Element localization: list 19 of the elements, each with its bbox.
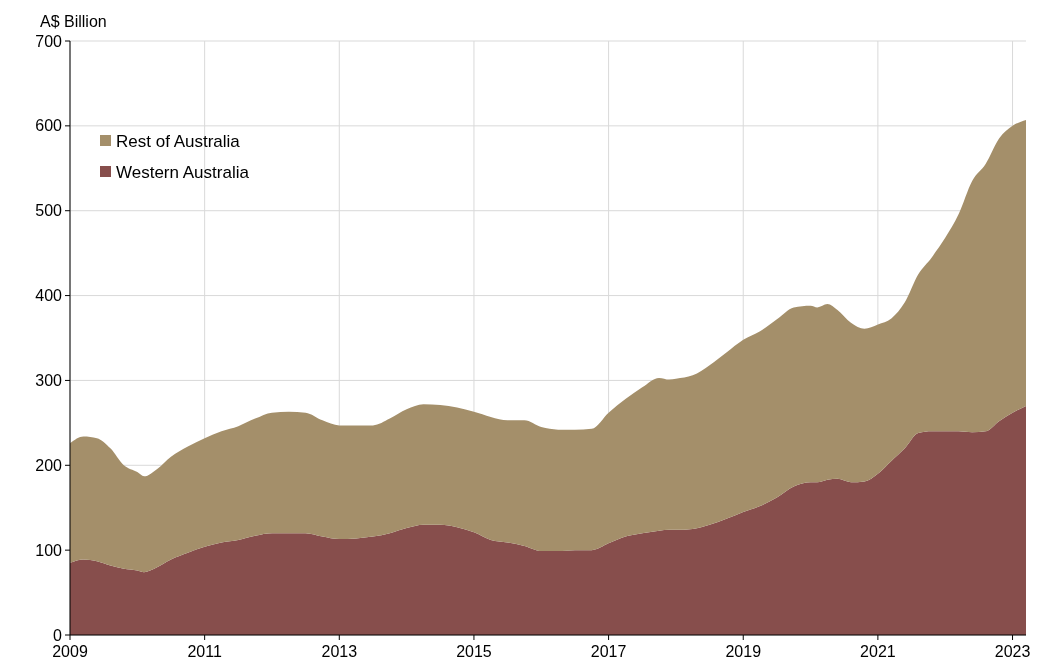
y-tick-label: 500 [35,202,63,220]
y-axis-title: A$ Billion [40,13,107,30]
x-tick-label: 2013 [321,643,358,660]
y-tick-label: 600 [35,117,63,135]
y-tick-label: 400 [35,287,63,305]
x-tick-label: 2019 [725,643,762,660]
y-tick-label: 0 [53,626,63,644]
x-tick-label: 2023 [994,643,1031,660]
x-tick-label: 2009 [52,643,88,660]
x-tick-label: 2015 [456,643,492,660]
x-tick-label: 2011 [187,643,222,660]
y-tick-label: 100 [35,541,63,559]
y-tick-label: 300 [35,372,63,390]
x-tick-label: 2017 [590,643,627,660]
y-tick-label: 700 [35,32,63,50]
x-tick-label: 2021 [860,643,896,660]
legend-label: Western Australia [116,162,250,182]
legend-label: Rest of Australia [116,131,241,151]
y-tick-label: 200 [35,456,63,474]
